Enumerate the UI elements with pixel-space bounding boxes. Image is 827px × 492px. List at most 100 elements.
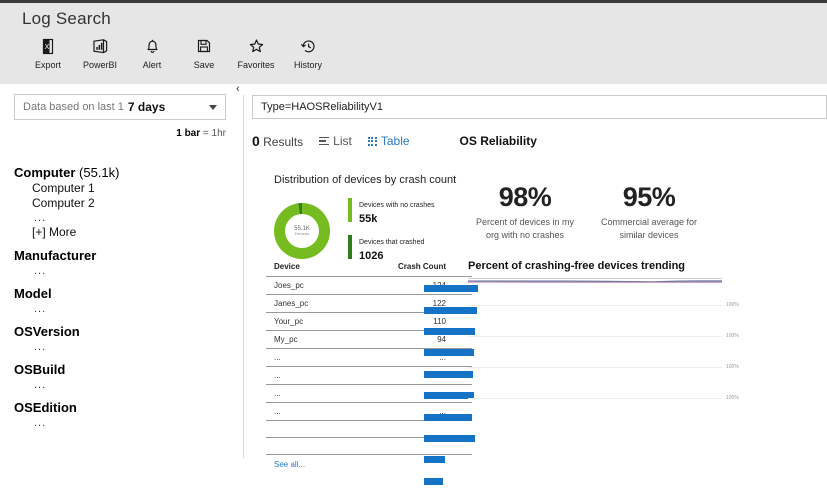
facet-name-computer: Computer — [14, 165, 75, 180]
toolbar-button-save[interactable]: Save — [178, 35, 230, 70]
crash-count-bar — [424, 392, 474, 399]
crash-count-bar — [424, 435, 475, 442]
panel-divider — [243, 95, 244, 458]
bar-row — [424, 428, 480, 449]
toolbar-label-alert: Alert — [143, 60, 162, 70]
results-count-number: 0 — [252, 133, 260, 149]
results-panel: Type=HAOSReliabilityV1 0 Results List Ta… — [252, 95, 827, 149]
page-title: Log Search — [22, 9, 111, 29]
legend-value-no-crashes: 55k — [359, 213, 434, 225]
facet-dots-osbuild: ... — [34, 379, 229, 391]
cell-device: Joes_pc — [266, 277, 336, 295]
toolbar-button-history[interactable]: History — [282, 35, 334, 70]
y-axis-tick-label: 100% — [726, 302, 739, 308]
legend-item-crashed: Devices that crashed 1026 — [348, 231, 434, 262]
crash-count-bar — [424, 349, 474, 356]
facet-dots-model: ... — [34, 303, 229, 315]
query-input[interactable]: Type=HAOSReliabilityV1 — [252, 95, 827, 119]
toolbar-button-favorites[interactable]: Favorites — [230, 35, 282, 70]
cell-device: Janes_pc — [266, 295, 336, 313]
cell-device: Your_pc — [266, 313, 336, 331]
results-count: 0 Results — [252, 133, 303, 149]
toolbar-label-history: History — [294, 60, 322, 70]
table-grid-icon — [368, 137, 377, 146]
star-icon — [248, 35, 265, 57]
kpi-caption-org: Percent of devices in my org with no cra… — [470, 216, 580, 242]
trend-chart-title: Percent of crashing-free devices trendin… — [468, 260, 768, 272]
cell-device — [266, 438, 336, 455]
facet-more-computer[interactable]: [+] More — [32, 225, 229, 239]
left-filter-panel: Data based on last 1 7 days 1 bar = 1hr … — [0, 84, 240, 458]
report-title: OS Reliability — [460, 134, 537, 148]
facet-list: Computer (55.1k) Computer 1 Computer 2 .… — [14, 156, 229, 429]
facet-item-computer-2[interactable]: Computer 2 — [32, 196, 229, 210]
bar-scale-note-rest: = 1hr — [203, 128, 226, 139]
time-range-value: 7 days — [128, 100, 165, 114]
time-range-prefix: Data based on last 1 — [23, 101, 124, 113]
kpi-value-org: 98% — [470, 182, 580, 213]
y-axis-tick-label: 100% — [726, 364, 739, 370]
time-range-dropdown[interactable]: Data based on last 1 7 days — [14, 94, 226, 120]
crash-count-bar — [424, 414, 472, 421]
bar-scale-note: 1 bar = 1hr — [176, 128, 226, 139]
legend-label-crashed: Devices that crashed — [359, 239, 424, 246]
kpi-group: 98% Percent of devices in my org with no… — [470, 182, 704, 242]
facet-header-osedition[interactable]: OSEdition — [14, 400, 229, 415]
kpi-caption-commercial: Commercial average for similar devices — [594, 216, 704, 242]
crash-distribution-donut-chart: 55.1K Devices — [274, 203, 330, 259]
crash-count-bar — [424, 371, 473, 378]
column-header-crash-count: Crash Count — [336, 262, 472, 277]
toolbar-label-favorites: Favorites — [237, 60, 274, 70]
facet-count-computer: (55.1k) — [79, 165, 119, 180]
results-toolbar: 0 Results List Table OS Reliability — [252, 133, 827, 149]
chevron-down-icon — [209, 105, 217, 110]
results-count-label: Results — [263, 135, 303, 149]
app-header: Log Search X Export — [0, 0, 827, 84]
tab-list-view[interactable]: List — [319, 134, 352, 148]
facet-dots-osversion: ... — [34, 341, 229, 353]
bell-icon — [145, 35, 160, 57]
toolbar-button-powerbi[interactable]: PowerBI — [74, 35, 126, 70]
crash-distribution-title: Distribution of devices by crash count — [274, 174, 474, 186]
facet-header-model[interactable]: Model — [14, 286, 229, 301]
tab-table-view[interactable]: Table — [368, 134, 410, 148]
crash-count-bar — [424, 478, 443, 485]
trend-chart-plot: 100%100%100%100% — [468, 278, 722, 398]
export-excel-icon: X — [40, 35, 56, 57]
crash-distribution-card: Distribution of devices by crash count 5… — [274, 174, 474, 268]
cell-device: ... — [266, 403, 336, 421]
toolbar-button-export[interactable]: X Export — [22, 35, 74, 70]
tab-table-label: Table — [381, 134, 410, 148]
y-axis-tick-label: 100% — [726, 395, 739, 401]
facet-header-manufacturer[interactable]: Manufacturer — [14, 248, 229, 263]
kpi-commercial-average: 95% Commercial average for similar devic… — [594, 182, 704, 242]
cell-device: ... — [266, 367, 336, 385]
facet-dots-manufacturer: ... — [34, 265, 229, 277]
tab-list-label: List — [333, 134, 352, 148]
legend-item-no-crashes: Devices with no crashes 55k — [348, 194, 434, 225]
cell-device: ... — [266, 349, 336, 367]
trend-lines — [468, 279, 722, 399]
toolbar: X Export PowerBI — [22, 35, 334, 70]
toolbar-button-alert[interactable]: Alert — [126, 35, 178, 70]
facet-header-osversion[interactable]: OSVersion — [14, 324, 229, 339]
crash-count-bar — [424, 456, 445, 463]
bar-row — [424, 449, 480, 470]
svg-text:X: X — [45, 44, 50, 51]
legend-value-crashed: 1026 — [359, 250, 424, 262]
legend-swatch-crashed — [348, 235, 352, 259]
facet-header-computer[interactable]: Computer (55.1k) — [14, 165, 229, 180]
cell-device — [266, 421, 336, 438]
facet-item-computer-1[interactable]: Computer 1 — [32, 181, 229, 195]
y-axis-tick-label: 100% — [726, 333, 739, 339]
legend-label-no-crashes: Devices with no crashes — [359, 202, 434, 209]
bar-row — [424, 471, 480, 492]
trend-chart-card: Percent of crashing-free devices trendin… — [468, 260, 768, 398]
facet-header-osbuild[interactable]: OSBuild — [14, 362, 229, 377]
facet-dots-computer: ... — [34, 212, 229, 224]
collapse-panel-chevron-icon[interactable]: ‹ — [236, 84, 240, 95]
toolbar-label-save: Save — [194, 60, 215, 70]
cell-device: ... — [266, 385, 336, 403]
column-header-device: Device — [266, 262, 336, 277]
query-text: Type=HAOSReliabilityV1 — [261, 101, 383, 113]
